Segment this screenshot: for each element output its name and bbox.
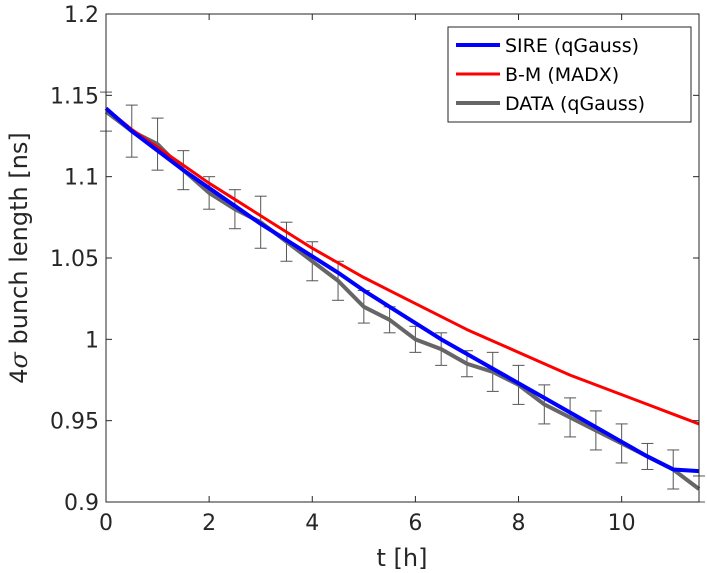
x-tick-label: 10 — [608, 511, 636, 536]
y-tick-label: 1 — [85, 328, 99, 353]
x-axis-label: t [h] — [377, 544, 428, 572]
y-tick-label: 1.2 — [64, 3, 99, 28]
x-tick-label: 4 — [305, 511, 319, 536]
data-line — [104, 110, 701, 491]
legend: SIRE (qGauss) B-M (MADX) DATA (qGauss) — [447, 26, 692, 123]
y-tick-label: 1.05 — [50, 247, 99, 272]
y-tick-label: 0.9 — [64, 491, 99, 516]
legend-label-sire: SIRE (qGauss) — [505, 35, 639, 57]
x-tick-label: 6 — [408, 511, 422, 536]
y-ticks: 0.9 0.95 1 1.05 1.1 1.15 1.2 — [50, 3, 699, 516]
x-ticks: 0 2 4 6 8 10 — [99, 14, 636, 536]
bm-line — [105, 107, 700, 426]
y-tick-label: 0.95 — [50, 410, 99, 435]
y-axis-label-suffix: bunch length [ns] — [5, 132, 33, 352]
x-tick-label: 0 — [99, 511, 113, 536]
x-tick-label: 2 — [202, 511, 216, 536]
legend-label-bm: B-M (MADX) — [505, 64, 619, 86]
series-layer — [100, 91, 705, 503]
y-tick-label: 1.1 — [64, 166, 99, 191]
y-axis-label-sigma: σ — [5, 352, 33, 369]
legend-label-data: DATA (qGauss) — [505, 93, 645, 115]
sire-line — [104, 106, 700, 474]
y-axis-label-prefix: 4 — [5, 369, 33, 384]
y-axis-label: 4σ bunch length [ns] — [5, 132, 33, 384]
y-tick-label: 1.15 — [50, 84, 99, 109]
x-tick-label: 8 — [512, 511, 526, 536]
